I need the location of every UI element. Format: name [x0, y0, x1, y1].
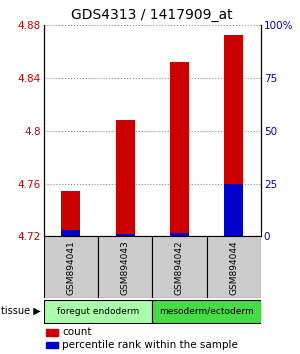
Bar: [224, 183, 243, 236]
Bar: [98, 236, 152, 298]
Bar: [170, 233, 189, 236]
Bar: [61, 192, 80, 236]
Bar: [152, 236, 207, 298]
Text: GSM894044: GSM894044: [229, 240, 238, 295]
Text: tissue ▶: tissue ▶: [1, 306, 41, 316]
Title: GDS4313 / 1417909_at: GDS4313 / 1417909_at: [71, 8, 233, 22]
Bar: [46, 329, 58, 336]
Text: GSM894043: GSM894043: [121, 240, 130, 295]
Bar: [116, 234, 135, 236]
Bar: [116, 120, 135, 236]
Text: foregut endoderm: foregut endoderm: [57, 307, 139, 316]
Text: count: count: [62, 327, 92, 337]
Bar: [46, 342, 58, 348]
Bar: [44, 236, 98, 298]
Text: GSM894041: GSM894041: [66, 240, 75, 295]
Bar: [61, 230, 80, 236]
Bar: [44, 300, 152, 322]
Text: GSM894042: GSM894042: [175, 240, 184, 295]
Bar: [152, 300, 261, 322]
Text: mesoderm/ectoderm: mesoderm/ectoderm: [159, 307, 254, 316]
Bar: [170, 62, 189, 236]
Bar: [207, 236, 261, 298]
Bar: [224, 35, 243, 236]
Text: percentile rank within the sample: percentile rank within the sample: [62, 340, 238, 350]
